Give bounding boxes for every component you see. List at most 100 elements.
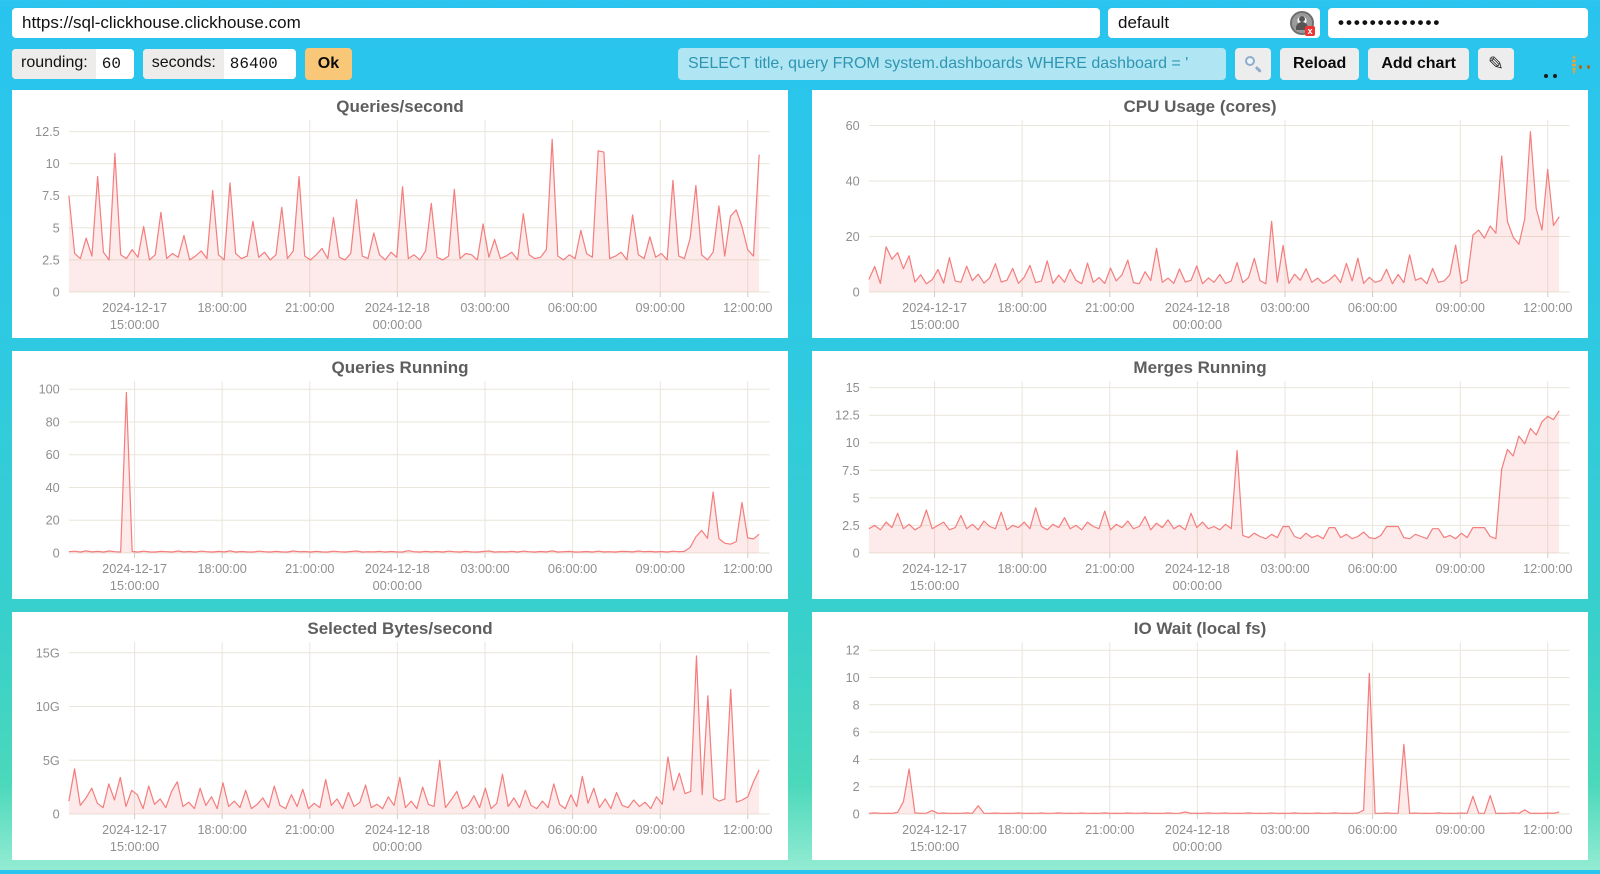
svg-text:5G: 5G [43, 754, 60, 768]
svg-text:21:00:00: 21:00:00 [1085, 301, 1134, 315]
svg-text:21:00:00: 21:00:00 [285, 301, 334, 315]
svg-text:00:00:00: 00:00:00 [1173, 579, 1222, 593]
chart-card-selected-bytes: Selected Bytes/second 0 5G 10G 15G 2024-12-1… [12, 612, 788, 860]
light-theme-toggle[interactable] [1560, 50, 1588, 78]
svg-text:09:00:00: 09:00:00 [636, 823, 685, 837]
svg-text:2.5: 2.5 [842, 519, 860, 533]
svg-text:2.5: 2.5 [42, 253, 60, 267]
svg-text:09:00:00: 09:00:00 [636, 301, 685, 315]
svg-text:03:00:00: 03:00:00 [1260, 301, 1309, 315]
chart-plot-io-wait[interactable]: 0 2 4 6 8 10 12 2024-12-17 15:00:00 18:00:00 21:00… [812, 612, 1588, 860]
chart-title: Queries/second [336, 97, 464, 116]
svg-text:03:00:00: 03:00:00 [1260, 823, 1309, 837]
svg-text:2024-12-18: 2024-12-18 [1165, 301, 1230, 315]
ok-button[interactable]: Ok [304, 48, 353, 80]
seconds-field: seconds: [142, 49, 296, 79]
svg-text:12:00:00: 12:00:00 [1523, 562, 1572, 576]
connection-bar: x [0, 0, 1600, 40]
svg-text:12.5: 12.5 [835, 409, 860, 423]
svg-text:09:00:00: 09:00:00 [1436, 301, 1485, 315]
reload-button[interactable]: Reload [1279, 48, 1360, 80]
chart-plot-selected-bytes[interactable]: 0 5G 10G 15G 2024-12-17 15:00:00 18:00:00 21:00… [12, 612, 788, 860]
chart-card-queries-second: Queries/second 0 2.5 5 7.5 10 12.5 2024-12-17 1… [12, 90, 788, 338]
svg-text:2024-12-17: 2024-12-17 [902, 562, 967, 576]
svg-text:0: 0 [53, 286, 60, 300]
svg-text:18:00:00: 18:00:00 [197, 301, 246, 315]
user-input[interactable] [1108, 8, 1320, 38]
run-query-button[interactable] [1234, 48, 1271, 80]
charts-grid: Queries/second 0 2.5 5 7.5 10 12.5 2024-12-17 1… [0, 86, 1600, 874]
svg-text:10: 10 [46, 157, 60, 171]
svg-text:5: 5 [853, 491, 860, 505]
svg-text:03:00:00: 03:00:00 [1260, 562, 1309, 576]
rounding-field: rounding: [12, 49, 134, 79]
svg-text:03:00:00: 03:00:00 [460, 301, 509, 315]
chart-plot-merges-running[interactable]: 0 2.5 5 7.5 10 12.5 15 2024-12-17 15:00:00 18:00:… [812, 351, 1588, 599]
svg-text:18:00:00: 18:00:00 [197, 823, 246, 837]
svg-text:06:00:00: 06:00:00 [1348, 823, 1397, 837]
svg-text:2024-12-18: 2024-12-18 [365, 301, 430, 315]
svg-text:00:00:00: 00:00:00 [373, 579, 422, 593]
dark-theme-toggle[interactable] [1523, 50, 1551, 78]
svg-text:15:00:00: 15:00:00 [910, 840, 959, 854]
svg-text:40: 40 [46, 481, 60, 495]
svg-text:06:00:00: 06:00:00 [548, 301, 597, 315]
svg-text:0: 0 [853, 808, 860, 822]
svg-text:20: 20 [846, 230, 860, 244]
svg-text:15: 15 [846, 381, 860, 395]
chart-card-io-wait: IO Wait (local fs) 0 2 4 6 8 10 12 2024-12-17 15… [812, 612, 1588, 860]
rounding-label: rounding: [12, 49, 96, 79]
svg-text:12:00:00: 12:00:00 [723, 301, 772, 315]
add-chart-button[interactable]: Add chart [1368, 48, 1469, 80]
svg-text:2024-12-18: 2024-12-18 [1165, 823, 1230, 837]
svg-text:03:00:00: 03:00:00 [460, 823, 509, 837]
svg-text:0: 0 [853, 547, 860, 561]
svg-text:10G: 10G [36, 700, 60, 714]
svg-text:15:00:00: 15:00:00 [110, 579, 159, 593]
chart-card-queries-running: Queries Running 0 20 40 60 80 100 2024-12-17 15… [12, 351, 788, 599]
mass-edit-button[interactable]: ✎ [1478, 48, 1514, 80]
svg-text:60: 60 [846, 119, 860, 133]
chart-title: IO Wait (local fs) [1133, 619, 1267, 638]
svg-text:2024-12-17: 2024-12-17 [902, 301, 967, 315]
svg-text:15:00:00: 15:00:00 [110, 840, 159, 854]
svg-text:0: 0 [53, 547, 60, 561]
svg-text:12:00:00: 12:00:00 [723, 823, 772, 837]
svg-text:10: 10 [846, 436, 860, 450]
svg-text:8: 8 [853, 698, 860, 712]
red-x-badge: x [1305, 26, 1315, 36]
seconds-input[interactable] [223, 49, 296, 79]
svg-text:80: 80 [46, 416, 60, 430]
svg-text:18:00:00: 18:00:00 [997, 562, 1046, 576]
svg-text:18:00:00: 18:00:00 [197, 562, 246, 576]
person-icon [1299, 16, 1305, 22]
svg-text:06:00:00: 06:00:00 [1348, 562, 1397, 576]
svg-text:4: 4 [853, 753, 860, 767]
password-manager-icon[interactable]: x [1290, 11, 1315, 36]
chart-plot-queries-second[interactable]: 0 2.5 5 7.5 10 12.5 2024-12-17 15:00:00 18:00:00… [12, 90, 788, 338]
svg-text:18:00:00: 18:00:00 [997, 823, 1046, 837]
svg-text:09:00:00: 09:00:00 [636, 562, 685, 576]
svg-text:0: 0 [853, 286, 860, 300]
svg-text:2024-12-18: 2024-12-18 [365, 562, 430, 576]
svg-text:2: 2 [853, 780, 860, 794]
svg-text:2024-12-18: 2024-12-18 [1165, 562, 1230, 576]
sun-icon [1572, 54, 1582, 74]
svg-text:10: 10 [846, 671, 860, 685]
server-url-input[interactable] [12, 8, 1100, 38]
toolbar: rounding: seconds: Ok Reload Add chart ✎ [0, 40, 1600, 86]
rounding-input[interactable] [95, 49, 134, 79]
svg-text:2024-12-17: 2024-12-17 [102, 823, 167, 837]
chart-title: Queries Running [331, 358, 469, 377]
password-input[interactable] [1328, 8, 1588, 38]
chart-plot-cpu-usage[interactable]: 0 20 40 60 2024-12-17 15:00:00 18:00:00 21:00:0… [812, 90, 1588, 338]
pencil-icon: ✎ [1488, 53, 1504, 75]
svg-text:15:00:00: 15:00:00 [910, 579, 959, 593]
svg-text:21:00:00: 21:00:00 [1085, 823, 1134, 837]
svg-text:7.5: 7.5 [42, 189, 60, 203]
svg-text:60: 60 [46, 448, 60, 462]
svg-text:15:00:00: 15:00:00 [110, 318, 159, 332]
user-field-wrap: x [1108, 8, 1320, 38]
dashboard-query-input[interactable] [677, 48, 1226, 80]
chart-plot-queries-running[interactable]: 0 20 40 60 80 100 2024-12-17 15:00:00 18:00:00 21… [12, 351, 788, 599]
